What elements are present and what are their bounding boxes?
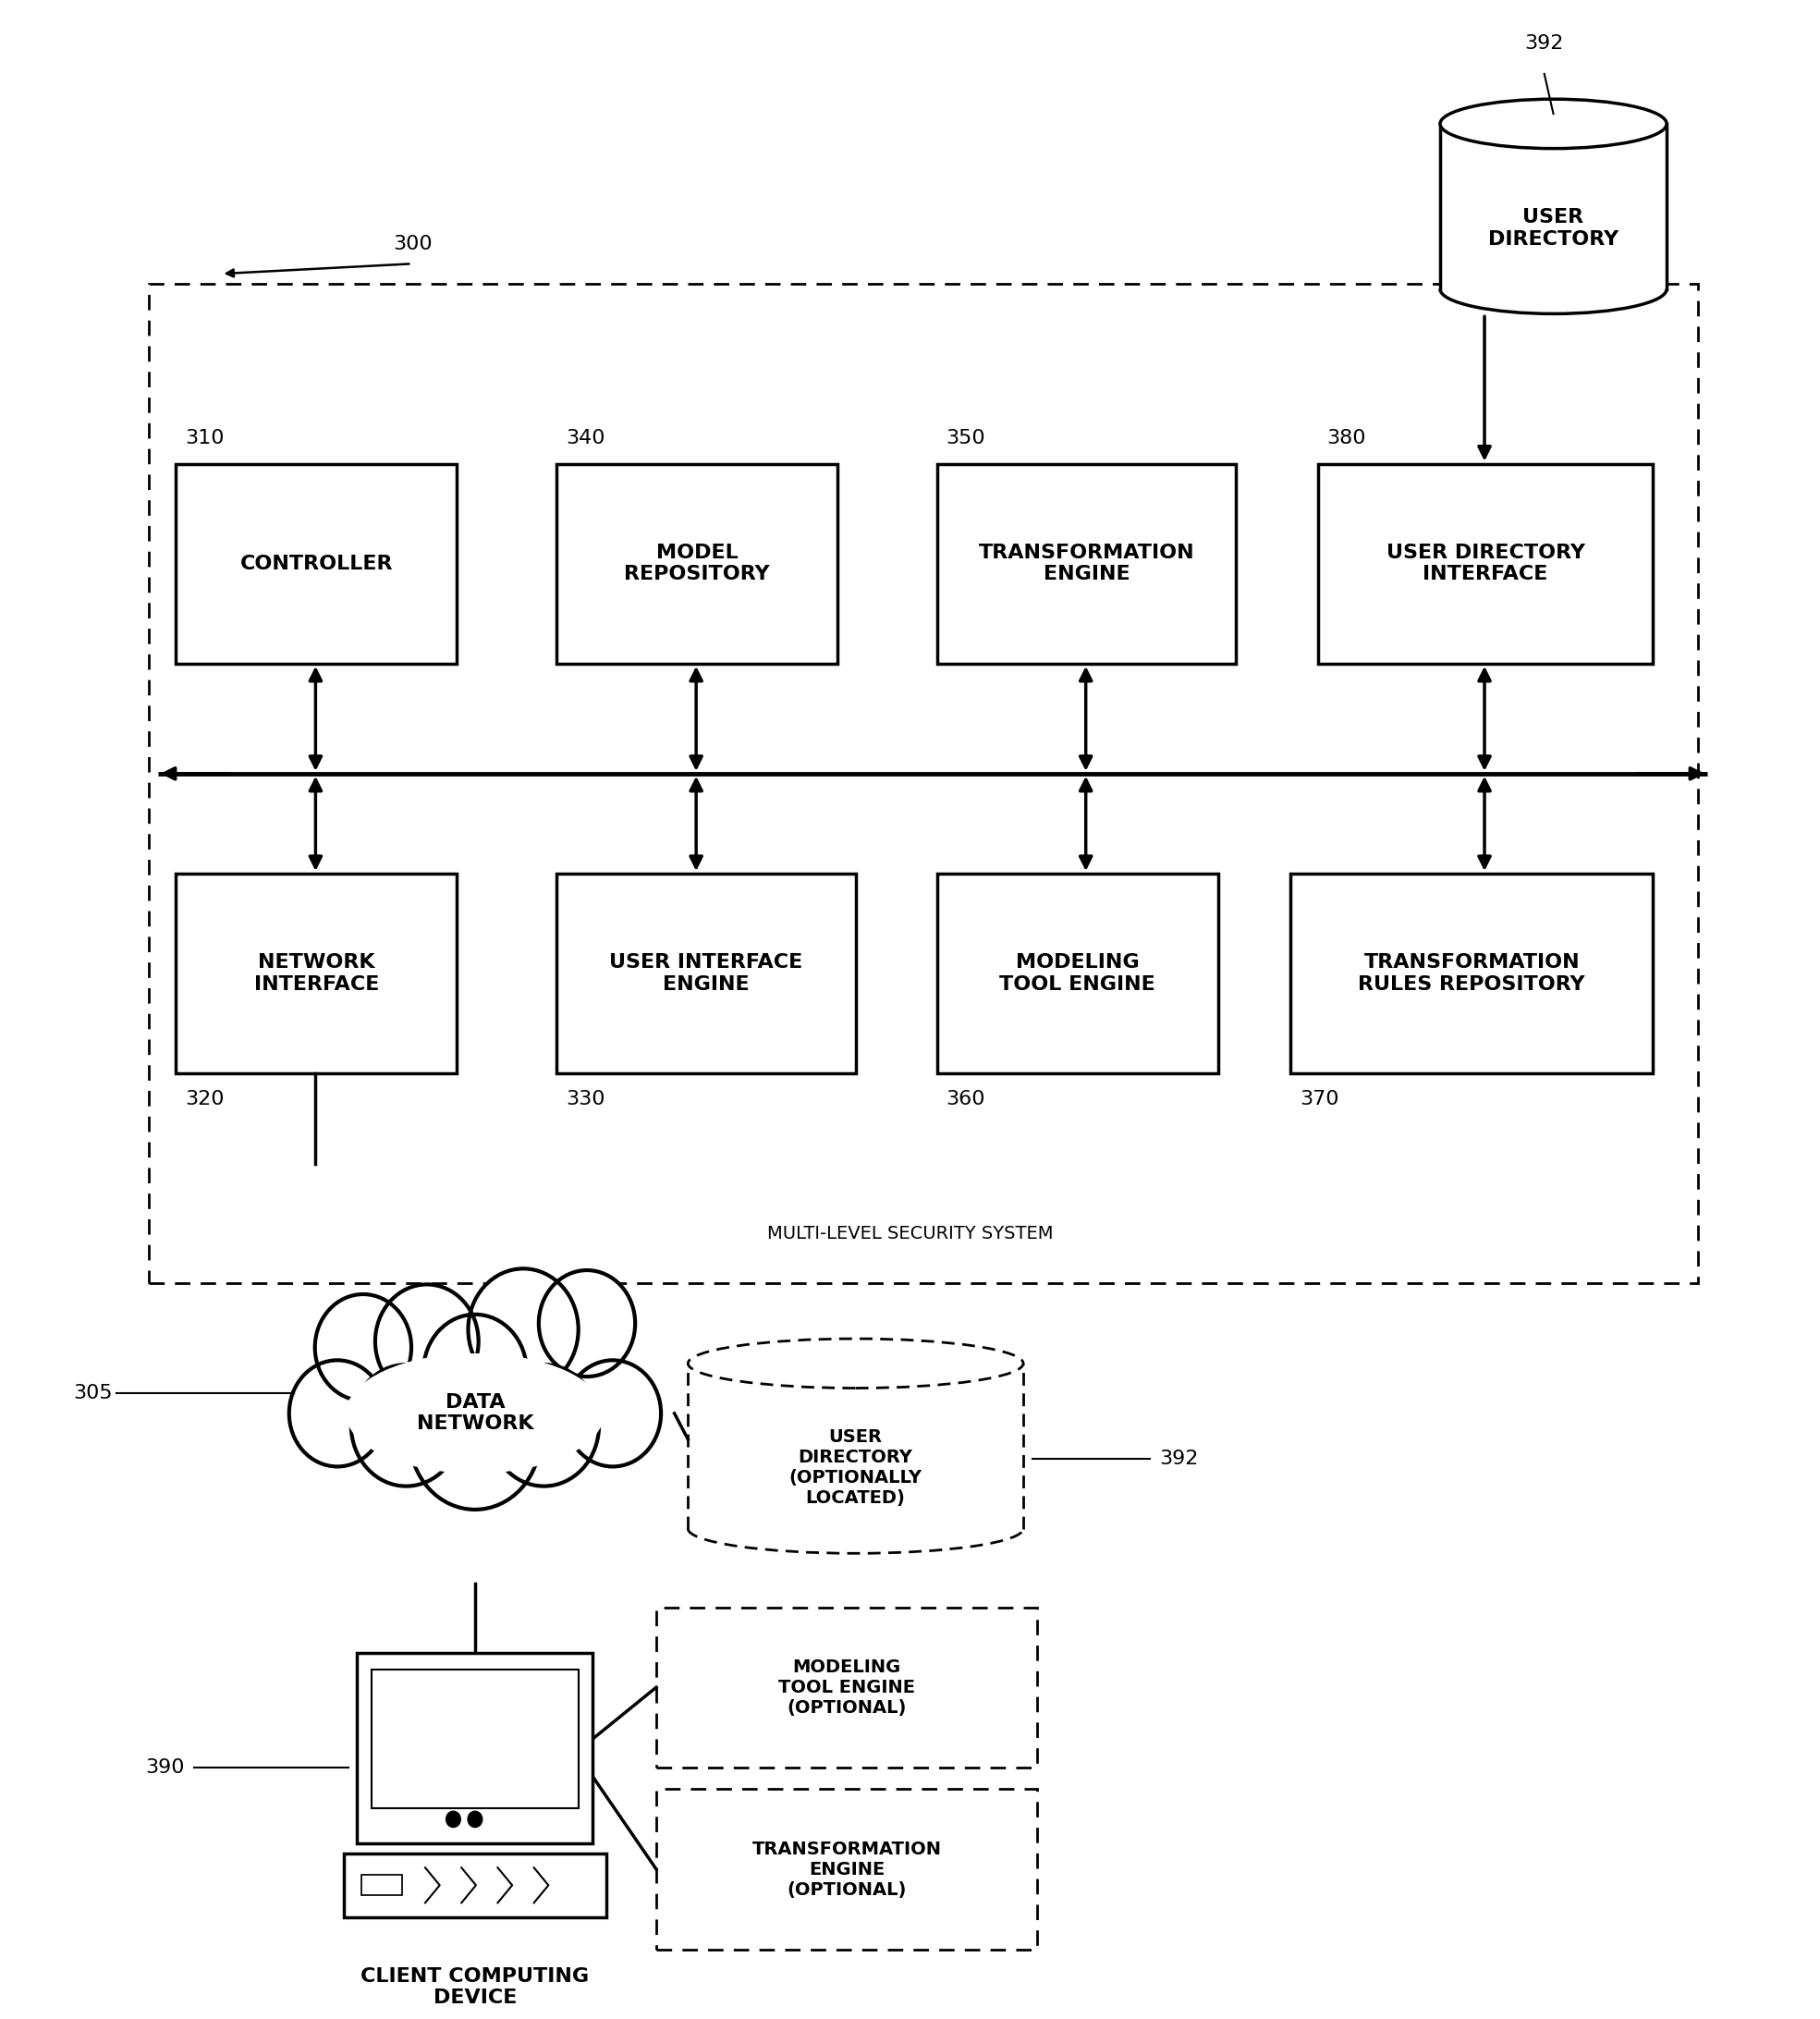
Text: NETWORK
INTERFACE: NETWORK INTERFACE [255,953,379,993]
Text: 305: 305 [73,1385,113,1403]
FancyBboxPatch shape [557,874,855,1074]
Text: 350: 350 [946,430,986,448]
Ellipse shape [1440,99,1667,149]
Text: 310: 310 [186,430,224,448]
Circle shape [468,1811,482,1827]
Ellipse shape [688,1339,1023,1389]
Text: 392: 392 [1159,1450,1198,1468]
FancyBboxPatch shape [357,1654,593,1843]
Text: 390: 390 [146,1759,186,1777]
Circle shape [410,1365,541,1510]
Text: DATA
NETWORK: DATA NETWORK [417,1393,533,1433]
FancyBboxPatch shape [362,1876,402,1896]
Text: 300: 300 [393,234,433,252]
Circle shape [351,1365,460,1486]
Circle shape [315,1294,411,1401]
Text: USER
DIRECTORY: USER DIRECTORY [1489,208,1618,248]
Text: TRANSFORMATION
ENGINE: TRANSFORMATION ENGINE [979,543,1194,583]
FancyBboxPatch shape [657,1607,1037,1767]
Text: 320: 320 [186,1090,224,1108]
Text: CONTROLLER: CONTROLLER [240,555,393,573]
FancyBboxPatch shape [657,1789,1037,1948]
Circle shape [289,1361,386,1466]
Circle shape [564,1361,661,1466]
FancyBboxPatch shape [371,1670,579,1809]
FancyBboxPatch shape [177,464,457,664]
Text: 392: 392 [1525,34,1563,52]
Text: 360: 360 [946,1090,985,1108]
Text: MULTI-LEVEL SECURITY SYSTEM: MULTI-LEVEL SECURITY SYSTEM [766,1226,1054,1242]
Circle shape [424,1314,526,1427]
FancyBboxPatch shape [937,464,1236,664]
Text: MODELING
TOOL ENGINE: MODELING TOOL ENGINE [999,953,1156,993]
Circle shape [468,1268,579,1391]
Ellipse shape [346,1353,604,1474]
Text: MODEL
REPOSITORY: MODEL REPOSITORY [624,543,770,583]
Text: CLIENT COMPUTING
DEVICE: CLIENT COMPUTING DEVICE [360,1967,590,2007]
Text: 370: 370 [1299,1090,1340,1108]
Text: USER
DIRECTORY
(OPTIONALLY
LOCATED): USER DIRECTORY (OPTIONALLY LOCATED) [790,1429,923,1506]
Circle shape [539,1270,635,1377]
Circle shape [446,1811,460,1827]
Polygon shape [688,1363,1023,1528]
Circle shape [490,1365,599,1486]
Text: MODELING
TOOL ENGINE
(OPTIONAL): MODELING TOOL ENGINE (OPTIONAL) [779,1658,915,1716]
Circle shape [375,1284,479,1399]
Text: 380: 380 [1327,430,1367,448]
Text: TRANSFORMATION
ENGINE
(OPTIONAL): TRANSFORMATION ENGINE (OPTIONAL) [752,1839,941,1898]
Text: USER INTERFACE
ENGINE: USER INTERFACE ENGINE [610,953,803,993]
Text: USER DIRECTORY
INTERFACE: USER DIRECTORY INTERFACE [1387,543,1585,583]
FancyBboxPatch shape [1318,464,1653,664]
Text: TRANSFORMATION
RULES REPOSITORY: TRANSFORMATION RULES REPOSITORY [1358,953,1585,993]
FancyBboxPatch shape [344,1853,606,1918]
Polygon shape [1440,123,1667,289]
FancyBboxPatch shape [177,874,457,1074]
Text: 330: 330 [566,1090,604,1108]
Text: 340: 340 [566,430,604,448]
FancyBboxPatch shape [557,464,837,664]
FancyBboxPatch shape [1290,874,1653,1074]
FancyBboxPatch shape [937,874,1218,1074]
